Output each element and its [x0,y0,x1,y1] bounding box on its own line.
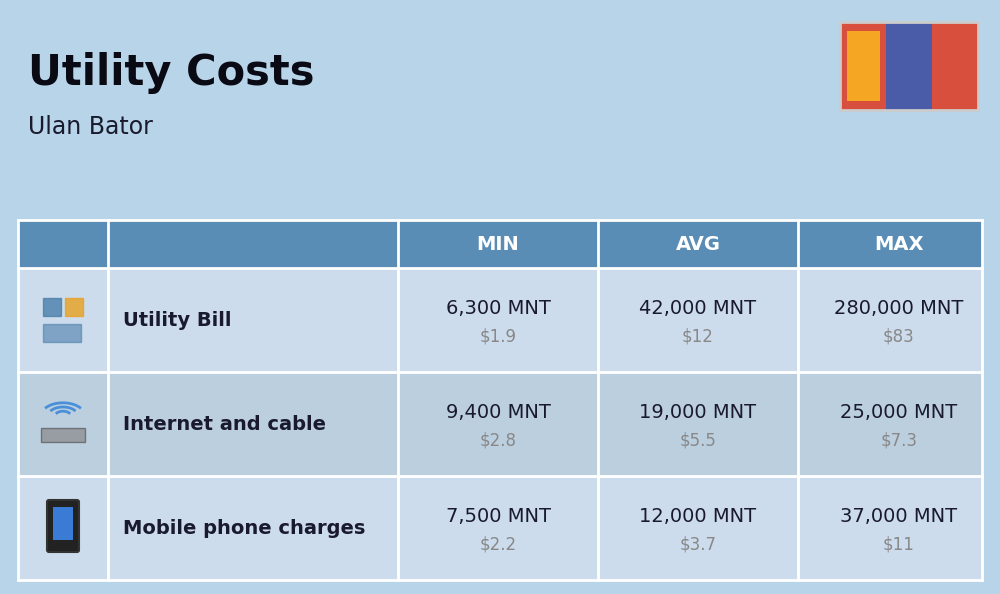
FancyBboxPatch shape [41,428,85,442]
Text: Utility Bill: Utility Bill [123,311,232,330]
Text: $5.5: $5.5 [680,431,716,449]
Text: 280,000 MNT: 280,000 MNT [834,299,964,318]
FancyBboxPatch shape [18,372,982,476]
Text: Utility Costs: Utility Costs [28,52,314,94]
FancyBboxPatch shape [18,476,108,580]
Text: MIN: MIN [477,235,519,254]
Text: AVG: AVG [676,235,720,254]
Text: 7,500 MNT: 7,500 MNT [446,507,550,526]
Text: $7.3: $7.3 [881,431,918,449]
Text: Internet and cable: Internet and cable [123,415,326,434]
FancyBboxPatch shape [847,31,880,101]
FancyBboxPatch shape [53,507,73,540]
Text: $83: $83 [883,327,915,345]
Text: Ulan Bator: Ulan Bator [28,115,153,139]
Text: 9,400 MNT: 9,400 MNT [446,403,550,422]
Text: 19,000 MNT: 19,000 MNT [639,403,757,422]
Text: 37,000 MNT: 37,000 MNT [840,507,958,526]
Text: $12: $12 [682,327,714,345]
Text: MAX: MAX [874,235,924,254]
FancyBboxPatch shape [43,298,61,316]
FancyBboxPatch shape [18,476,982,580]
FancyBboxPatch shape [47,500,79,552]
Text: 6,300 MNT: 6,300 MNT [446,299,550,318]
FancyBboxPatch shape [886,22,932,110]
Text: $3.7: $3.7 [680,535,716,553]
FancyBboxPatch shape [18,268,982,372]
FancyBboxPatch shape [18,268,108,372]
FancyBboxPatch shape [932,22,978,110]
Text: $2.2: $2.2 [479,535,517,553]
Text: $1.9: $1.9 [480,327,516,345]
FancyBboxPatch shape [65,298,83,316]
FancyBboxPatch shape [840,22,886,110]
FancyBboxPatch shape [43,324,81,342]
Text: Mobile phone charges: Mobile phone charges [123,519,365,538]
FancyBboxPatch shape [18,372,108,476]
Text: $2.8: $2.8 [480,431,516,449]
Text: $11: $11 [883,535,915,553]
Text: 42,000 MNT: 42,000 MNT [639,299,757,318]
FancyBboxPatch shape [18,220,982,268]
Text: 12,000 MNT: 12,000 MNT [639,507,757,526]
Text: 25,000 MNT: 25,000 MNT [840,403,958,422]
